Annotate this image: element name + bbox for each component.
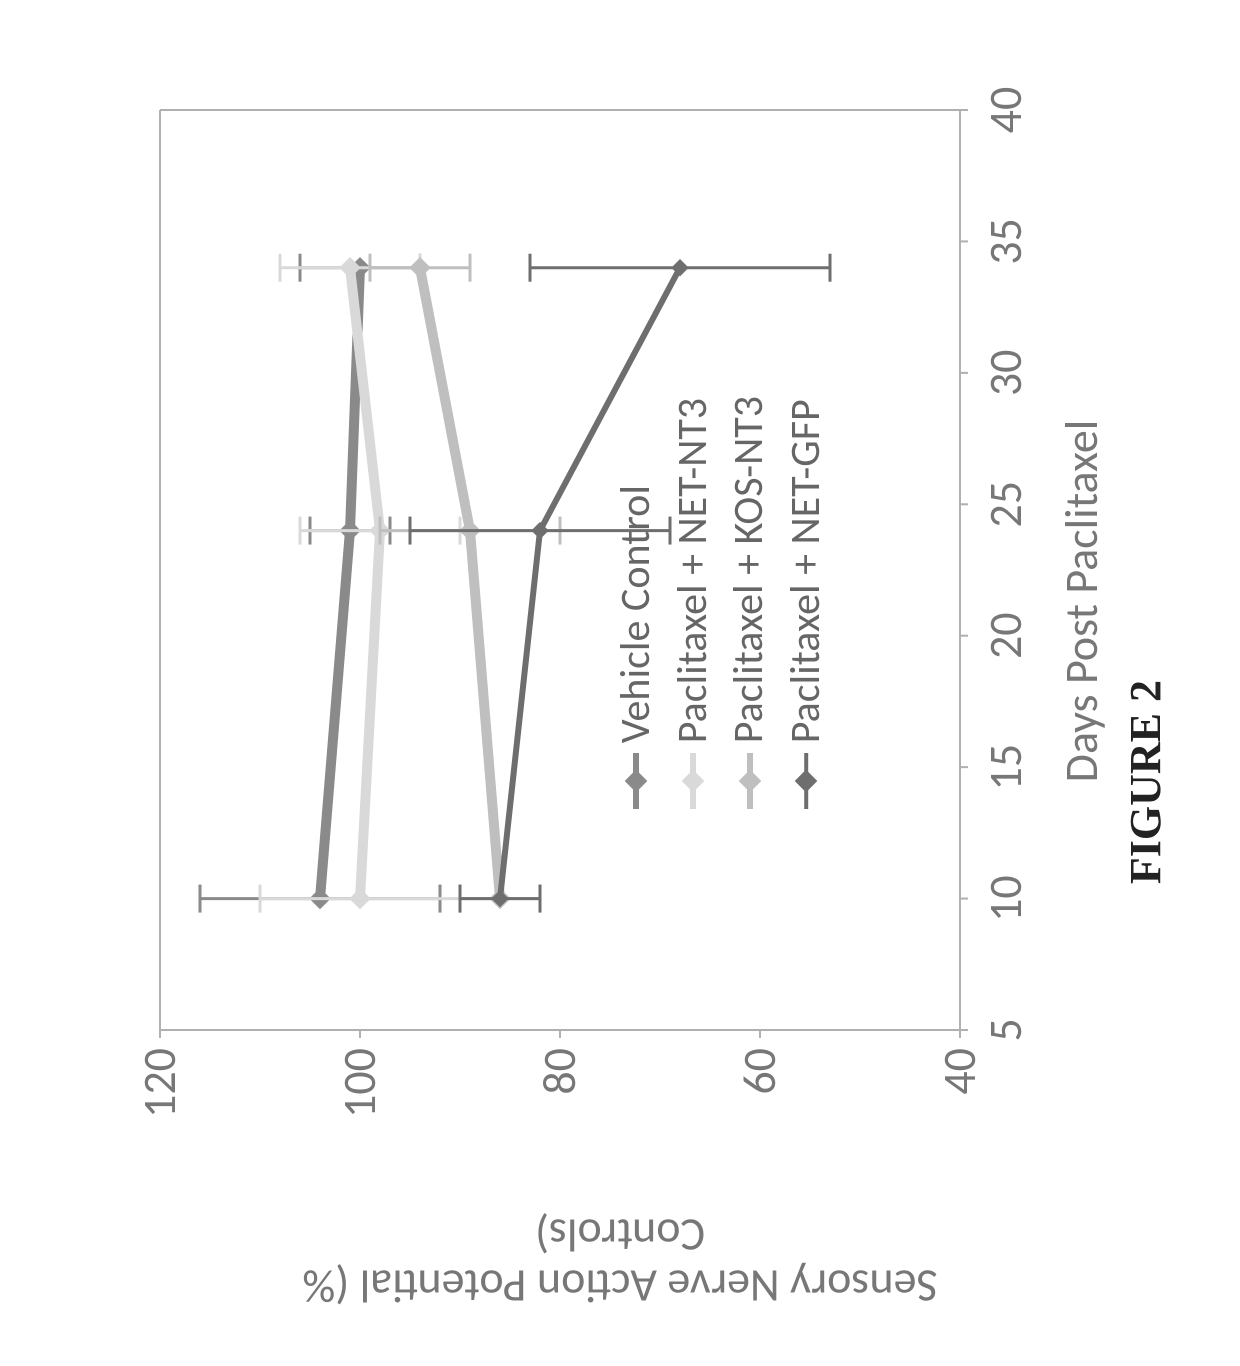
- y-tick-label: 100: [332, 1048, 388, 1118]
- chart-container: Sensory Nerve Action Potential (% Contro…: [120, 70, 1120, 1250]
- y-tick-label: 60: [732, 1048, 788, 1095]
- legend-swatch: [681, 753, 705, 809]
- x-tick-label: 10: [978, 875, 1034, 922]
- x-tick-label: 25: [978, 481, 1034, 528]
- legend: Vehicle ControlPaclitaxel + NET-NT3Pacli…: [608, 396, 835, 809]
- legend-swatch: [624, 753, 648, 809]
- plot-region: 510152025303540406080100120Vehicle Contr…: [160, 110, 960, 1030]
- x-tick-label: 5: [978, 1018, 1034, 1041]
- legend-label: Vehicle Control: [608, 485, 665, 743]
- y-tick-label: 120: [132, 1048, 188, 1118]
- x-tick-label: 15: [978, 744, 1034, 791]
- x-tick-label: 35: [978, 218, 1034, 265]
- legend-label: Paclitaxel + KOS-NT3: [721, 396, 778, 743]
- chart-area: Sensory Nerve Action Potential (% Contro…: [120, 70, 1120, 1250]
- figure-caption: FIGURE 2: [1120, 680, 1171, 884]
- legend-swatch: [738, 753, 762, 809]
- x-tick-label: 30: [978, 350, 1034, 397]
- legend-item: Vehicle Control: [608, 396, 665, 809]
- page: Sensory Nerve Action Potential (% Contro…: [0, 0, 1240, 1366]
- y-tick-label: 40: [932, 1048, 988, 1095]
- y-axis-title: Sensory Nerve Action Potential (% Contro…: [302, 1209, 937, 1310]
- legend-label: Paclitaxel + NET-NT3: [665, 398, 722, 743]
- x-axis-title: Days Post Paclitaxel: [1054, 420, 1110, 783]
- x-tick-label: 40: [978, 87, 1034, 134]
- x-tick-label: 20: [978, 612, 1034, 659]
- chart-svg: [160, 110, 960, 1030]
- legend-item: Paclitaxel + KOS-NT3: [721, 396, 778, 809]
- y-tick-label: 80: [532, 1048, 588, 1095]
- legend-item: Paclitaxel + NET-GFP: [778, 396, 835, 809]
- legend-item: Paclitaxel + NET-NT3: [665, 396, 722, 809]
- legend-label: Paclitaxel + NET-GFP: [778, 399, 835, 743]
- legend-swatch: [794, 753, 818, 809]
